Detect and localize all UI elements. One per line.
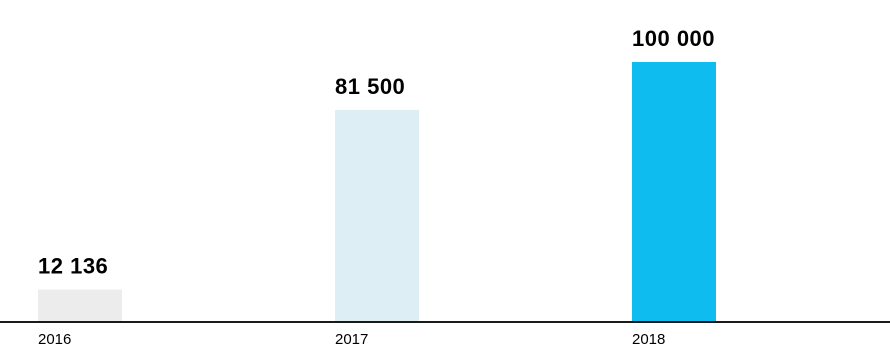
value-labels-group: 12 136 81 500 100 000 <box>38 26 715 279</box>
x-tick-label-2018: 2018 <box>632 331 665 348</box>
bar-2018 <box>632 62 716 321</box>
x-tick-label-2017: 2017 <box>335 331 368 348</box>
value-label-2018: 100 000 <box>632 26 715 51</box>
x-tick-labels-group: 2016 2017 2018 <box>38 331 665 348</box>
x-tick-label-2016: 2016 <box>38 331 71 348</box>
value-label-2016: 12 136 <box>38 254 108 279</box>
bars-group <box>38 62 716 321</box>
value-label-2017: 81 500 <box>335 74 405 99</box>
bar-2016 <box>38 289 122 321</box>
bar-2017 <box>335 109 419 321</box>
